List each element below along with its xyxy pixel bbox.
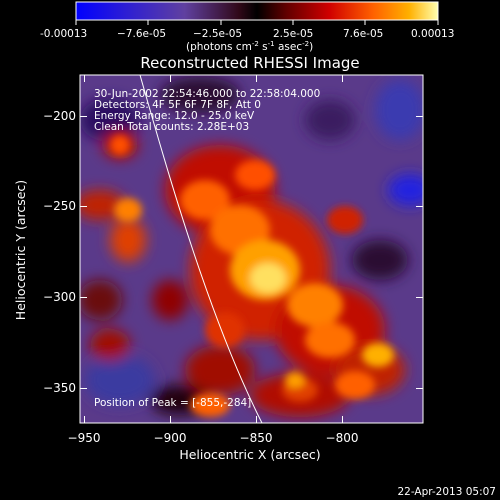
info-energy-range: Energy Range: 12.0 - 25.0 keV xyxy=(94,110,255,122)
x-tick-label: −850 xyxy=(240,431,273,445)
colorbar-tick-label: -0.00013 xyxy=(40,28,87,40)
x-tick-label: −900 xyxy=(154,431,187,445)
y-axis-label: Heliocentric Y (arcsec) xyxy=(13,180,28,320)
info-time-range: 30-Jun-2002 22:54:46.000 to 22:58:04.000 xyxy=(94,88,320,100)
colorbar-units: (photons cm-2 s-1 asec-2) xyxy=(186,40,313,53)
x-axis-label: Heliocentric X (arcsec) xyxy=(179,447,320,462)
info-detectors: Detectors: 4F 5F 6F 7F 8F, Att 0 xyxy=(94,99,261,111)
info-total-counts: Clean Total counts: 2.28E+03 xyxy=(94,121,249,133)
observation-info: 30-Jun-2002 22:54:46.000 to 22:58:04.000… xyxy=(94,88,320,133)
colorbar-tick-label: −2.5e-05 xyxy=(193,28,242,40)
timestamp: 22-Apr-2013 05:07 xyxy=(397,486,496,498)
colorbar: -0.00013 −7.6e-05 −2.5e-05 2.5e-05 7.6e-… xyxy=(40,1,454,53)
colorbar-tick-label: 7.6e-05 xyxy=(343,28,383,40)
plot-title: Reconstructed RHESSI Image xyxy=(140,54,359,72)
y-tick-label: −200 xyxy=(43,109,76,123)
colorbar-tick-label: 2.5e-05 xyxy=(273,28,313,40)
rhessi-image xyxy=(80,75,423,423)
colorbar-gradient xyxy=(75,1,439,21)
limb-line xyxy=(139,75,263,423)
y-tick-label: −350 xyxy=(43,381,76,395)
plot-axes xyxy=(79,74,424,424)
colorbar-tick-label: −7.6e-05 xyxy=(117,28,166,40)
x-tick-label: −950 xyxy=(68,431,101,445)
colorbar-tick-label: 0.00013 xyxy=(411,28,454,40)
peak-position-label: Position of Peak = [-855,-284] xyxy=(94,397,251,409)
x-tick-label: −800 xyxy=(326,431,359,445)
y-tick-label: −300 xyxy=(43,290,76,304)
y-tick-label: −250 xyxy=(43,199,76,213)
